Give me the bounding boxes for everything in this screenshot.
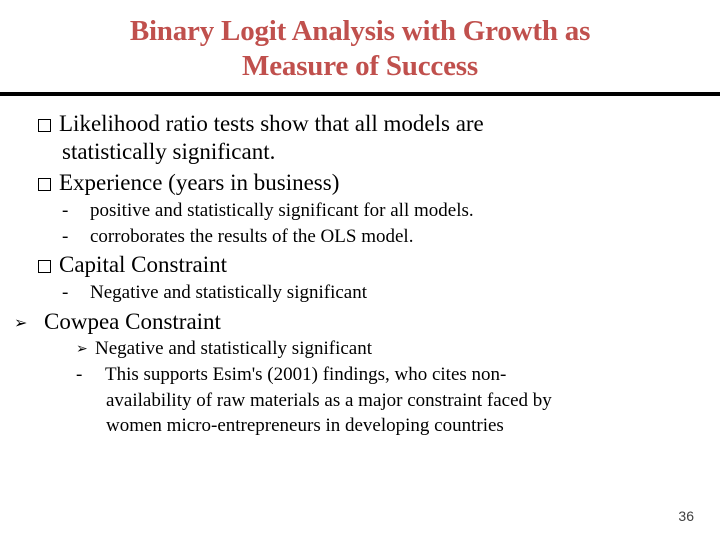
bullet-4-sub-2-line2: availability of raw materials as a major…	[106, 390, 552, 411]
square-bullet-icon	[38, 178, 51, 191]
dash-bullet-icon: -	[76, 281, 84, 306]
content-block: Likelihood ratio tests show that all mod…	[0, 96, 720, 440]
bullet-2: Experience (years in business)	[38, 169, 682, 198]
bullet-3-sub-1-text: Negative and statistically significant	[90, 282, 367, 303]
bullet-4: ➢Cowpea Constraint	[38, 308, 682, 337]
title-line-2: Measure of Success	[242, 50, 478, 82]
bullet-4-sub-2-line1: This supports Esim's (2001) findings, wh…	[105, 364, 506, 385]
bullet-2-sub-1: -positive and statistically significant …	[38, 199, 682, 224]
bullet-3-sub-1: -Negative and statistically significant	[38, 281, 682, 306]
bullet-3-text: Capital Constraint	[59, 252, 227, 277]
bullet-4-sub-2-cont1: availability of raw materials as a major…	[38, 389, 682, 414]
bullet-2-text: Experience (years in business)	[59, 170, 339, 195]
bullet-2-sub-2: -corroborates the results of the OLS mod…	[38, 225, 682, 250]
bullet-4-sub-2-cont2: women micro-entrepreneurs in developing …	[38, 414, 682, 439]
bullet-2-sub-2-text: corroborates the results of the OLS mode…	[90, 226, 413, 247]
bullet-4-sub-2-line3: women micro-entrepreneurs in developing …	[106, 415, 504, 436]
page-number: 36	[678, 508, 694, 524]
slide: Binary Logit Analysis with Growth as Mea…	[0, 0, 720, 540]
title-line-1: Binary Logit Analysis with Growth as	[130, 15, 590, 47]
bullet-2-sub-1-text: positive and statistically significant f…	[90, 200, 474, 221]
bullet-4-text: Cowpea Constraint	[44, 309, 221, 334]
slide-title: Binary Logit Analysis with Growth as Mea…	[40, 14, 680, 84]
bullet-4-sub-2: -This supports Esim's (2001) findings, w…	[38, 363, 682, 388]
square-bullet-icon	[38, 260, 51, 273]
dash-bullet-icon: -	[76, 199, 84, 224]
bullet-1-text-line2: statistically significant.	[62, 139, 275, 164]
title-block: Binary Logit Analysis with Growth as Mea…	[0, 0, 720, 90]
bullet-4-sub-1-text: Negative and statistically significant	[95, 338, 372, 359]
bullet-4-sub-1: ➢Negative and statistically significant	[38, 337, 682, 362]
dash-bullet-icon: -	[91, 363, 99, 388]
square-bullet-icon	[38, 119, 51, 132]
dash-bullet-icon: -	[76, 225, 84, 250]
bullet-1: Likelihood ratio tests show that all mod…	[38, 110, 682, 139]
bullet-3: Capital Constraint	[38, 251, 682, 280]
bullet-1-text-line1: Likelihood ratio tests show that all mod…	[59, 111, 484, 136]
bullet-1-cont: statistically significant.	[38, 138, 682, 167]
